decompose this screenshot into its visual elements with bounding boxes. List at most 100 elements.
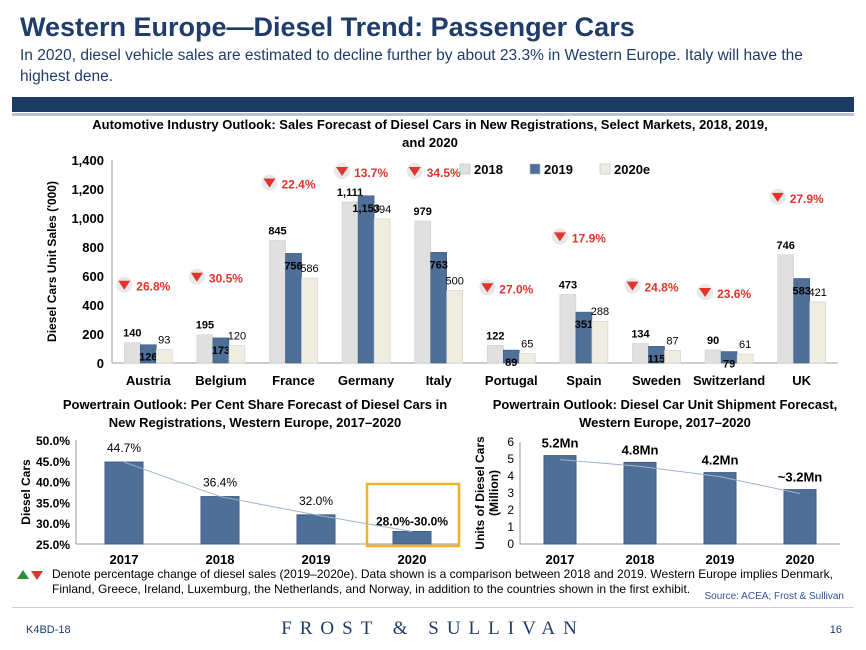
document-code: K4BD-18	[26, 624, 71, 636]
data-label: 65	[521, 339, 533, 351]
legend-label: 2020e	[614, 162, 650, 177]
data-label: 845	[268, 225, 286, 237]
change-indicator-icon	[17, 570, 43, 580]
forecast-highlight-box	[365, 482, 461, 548]
y-tick-label: 1,200	[71, 182, 104, 197]
bar	[104, 461, 144, 545]
legend-swatch	[599, 163, 611, 175]
y-tick-label: 4	[507, 469, 514, 483]
decrease-arrow-icon	[699, 287, 712, 297]
data-label: 5.2Mn	[542, 436, 579, 451]
bar-2018	[559, 294, 577, 364]
data-label: 122	[486, 330, 504, 342]
bar-2020e	[736, 353, 754, 364]
data-label: 115	[648, 353, 666, 365]
share-chart-title: Powertrain Outlook: Per Cent Share Forec…	[62, 397, 448, 430]
x-tick-label: Portugal	[485, 373, 538, 388]
data-label: 32.0%	[299, 494, 333, 508]
x-tick-label: Germany	[338, 373, 395, 388]
change-label: 13.7%	[354, 166, 388, 180]
y-axis-title: Diesel Cars Unit Sales ('000)	[45, 181, 59, 342]
data-label: 173	[212, 345, 230, 357]
legend-swatch	[529, 163, 541, 175]
data-label: 586	[300, 263, 318, 275]
legend-label: 2018	[474, 162, 503, 177]
bar-2020e	[373, 218, 391, 364]
x-tick-label: 2017	[110, 552, 139, 567]
x-tick-label: France	[272, 373, 315, 388]
data-label: 44.7%	[107, 441, 141, 455]
bar	[296, 514, 336, 545]
decrease-arrow-icon	[118, 280, 131, 290]
x-tick-label: Austria	[126, 373, 172, 388]
y-tick-label: 1,000	[71, 211, 104, 226]
decrease-arrow-icon	[626, 281, 639, 291]
y-tick-label: 800	[82, 240, 104, 255]
data-label: 746	[777, 240, 795, 252]
data-label: 120	[228, 331, 246, 343]
change-label: 34.5%	[427, 166, 461, 180]
legend-label: 2019	[544, 162, 573, 177]
data-label: 28.0%-30.0%	[376, 515, 448, 529]
y-tick-label: 50.0%	[36, 434, 70, 448]
main-bar-chart: 0 200 400 600 800 1,000 1,200 1,400 Diesel Cars …	[45, 153, 838, 388]
bar	[783, 489, 817, 545]
trend-line	[559, 459, 801, 495]
bar-2018	[341, 201, 359, 364]
y-tick-label: 400	[82, 298, 104, 313]
data-label: 1,111	[337, 187, 363, 199]
bar-2018	[777, 254, 795, 364]
main-chart-title: Automotive Industry Outlook: Sales Forec…	[92, 117, 768, 150]
header-band	[12, 97, 854, 112]
decrease-arrow-icon	[190, 272, 203, 282]
data-label: 90	[707, 335, 719, 347]
bar	[703, 472, 737, 545]
brand-logo: FROST & SULLIVAN	[281, 618, 585, 639]
y-tick-label: 35.0%	[36, 496, 70, 510]
y-tick-label: 200	[82, 327, 104, 342]
change-label: 27.0%	[499, 282, 533, 296]
page-subtitle: In 2020, diesel vehicle sales are estima…	[20, 47, 803, 85]
bar-2020e	[591, 320, 609, 364]
data-label: 87	[666, 335, 678, 347]
data-label: 288	[591, 306, 609, 318]
y-tick-label: 600	[82, 269, 104, 284]
data-label: 351	[575, 319, 593, 331]
x-tick-label: 2018	[626, 552, 655, 567]
data-label: 500	[446, 276, 464, 288]
data-label: 134	[631, 329, 650, 341]
data-label: 36.4%	[203, 476, 237, 490]
data-label: 93	[158, 335, 170, 347]
units-bar-chart: 0 1 2 3 4 5 6 Units of Diesel Cars (Million) 2017…	[473, 435, 840, 567]
x-tick-label: 2020	[398, 552, 427, 567]
bar-2020e	[301, 277, 318, 364]
data-label: 140	[123, 328, 141, 340]
data-label: 79	[723, 359, 735, 371]
bar-2019	[357, 195, 375, 364]
x-tick-label: Belgium	[195, 373, 246, 388]
header-band-accent	[12, 113, 854, 116]
footer-divider	[12, 607, 854, 608]
share-bar-chart: 25.0% 30.0% 35.0% 40.0% 45.0% 50.0%Diesel Car…	[19, 434, 461, 567]
data-label: 994	[373, 204, 391, 216]
bar-2018	[124, 342, 141, 364]
data-label: 979	[414, 206, 432, 218]
x-tick-label: UK	[792, 373, 811, 388]
page-number: 16	[829, 624, 842, 636]
y-tick-label: 5	[507, 452, 514, 466]
y-tick-label: 0	[97, 356, 104, 371]
bar-2020e	[518, 353, 536, 364]
decrease-arrow-icon	[771, 192, 784, 202]
y-tick-label: 30.0%	[36, 517, 70, 531]
data-label: 4.8Mn	[622, 442, 659, 457]
y-tick-label: 40.0%	[36, 476, 70, 490]
decrease-arrow-icon	[481, 283, 494, 293]
x-tick-label: 2017	[546, 552, 575, 567]
x-tick-label: 2020	[786, 552, 815, 567]
units-chart-title: Powertrain Outlook: Diesel Car Unit Ship…	[492, 397, 838, 430]
data-label: ~3.2Mn	[778, 470, 822, 485]
bar-2020e	[228, 345, 246, 364]
y-axis-title: Diesel Cars	[19, 459, 33, 525]
bar-2018	[704, 349, 722, 364]
y-tick-label: 1,400	[71, 153, 104, 168]
